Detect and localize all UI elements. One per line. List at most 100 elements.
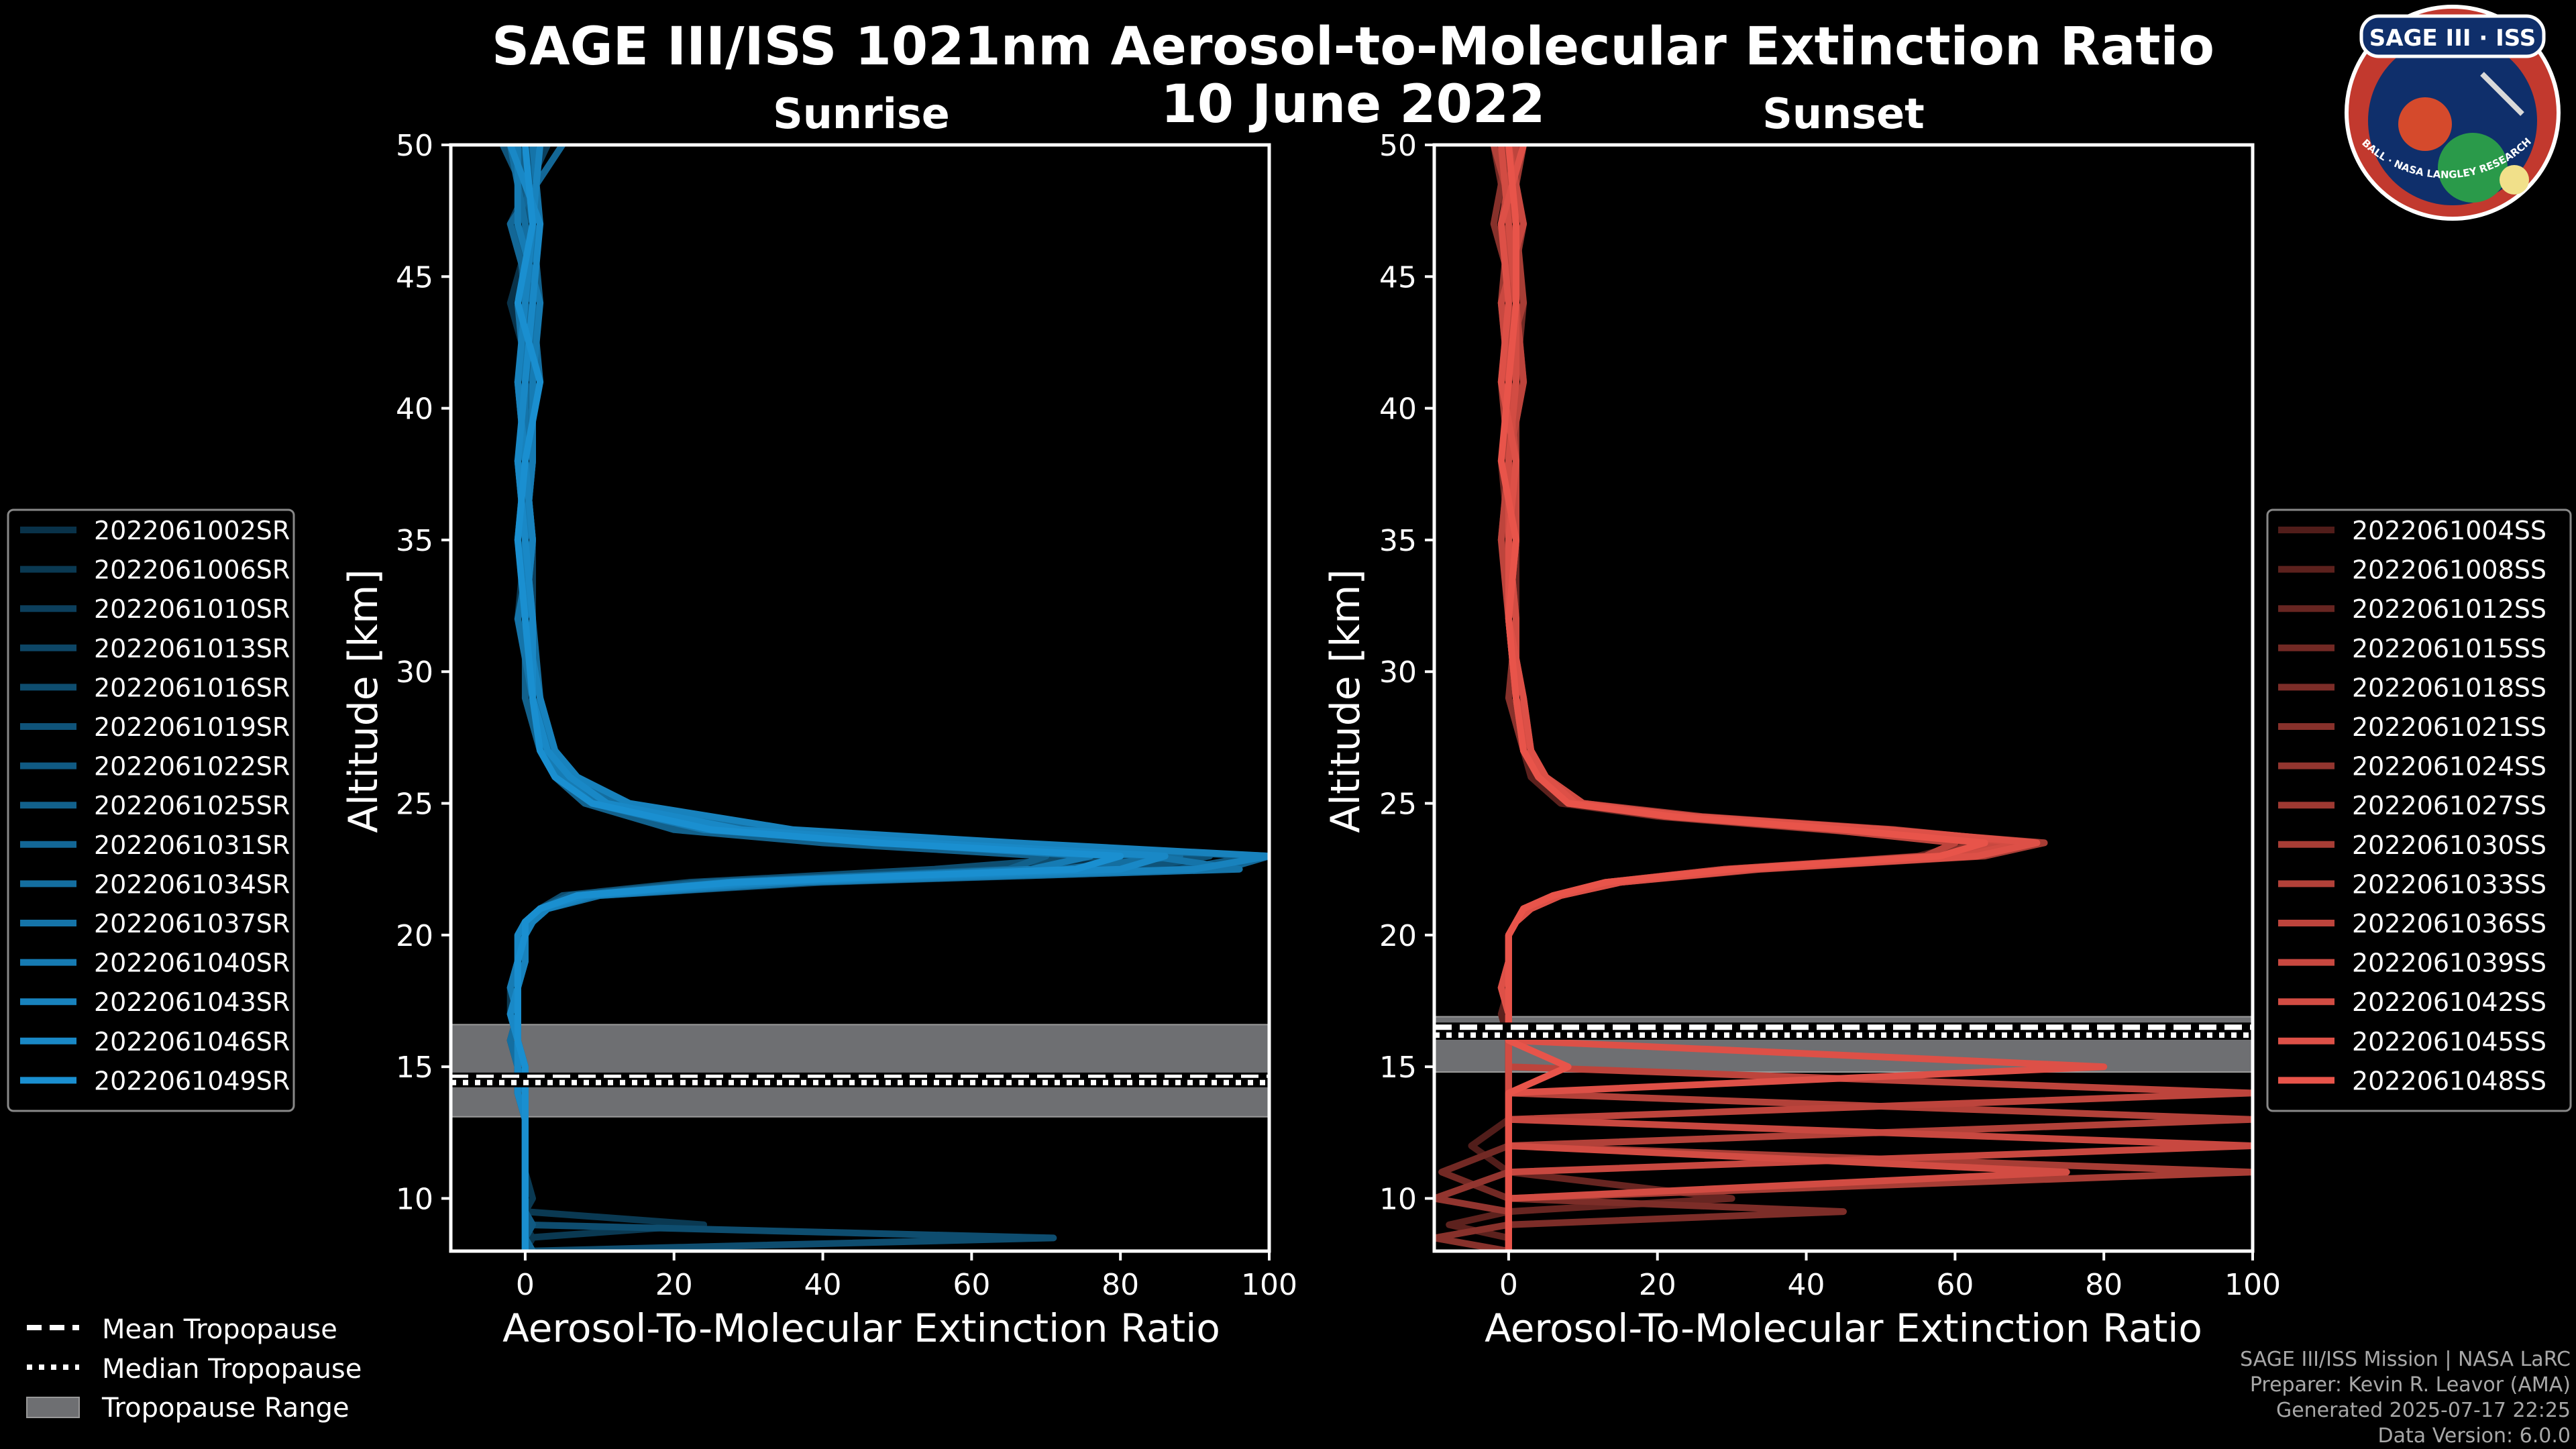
sunset-plot-area [1432, 143, 2255, 1253]
sunset-panel: Sunset Altitude [km] Aerosol-To-Molecula… [1322, 89, 2281, 1351]
sunset-legend-frame [2266, 508, 2572, 1112]
sunset-y-tick-label: 10 [1379, 1182, 1417, 1216]
legend-label-2022061004SS: 2022061004SS [2352, 516, 2546, 545]
legend-label-2022061027SS: 2022061027SS [2352, 791, 2546, 820]
logo-sun-icon [2500, 165, 2529, 195]
sunrise-x-tick-label: 60 [953, 1268, 990, 1302]
sunset-x-tick-label: 80 [2085, 1268, 2123, 1302]
logo-title: SAGE III · ISS [2369, 25, 2536, 52]
logo-banner [2359, 14, 2546, 58]
series-line-2022061048SS [1497, 145, 1988, 1251]
legend-label-2022061034SR: 2022061034SR [94, 869, 290, 899]
credit-generated: Generated 2025-07-17 22:25 [2276, 1399, 2571, 1422]
sunrise-x-tick-label: 0 [516, 1268, 535, 1302]
tropopause-range-label: Tropopause Range [101, 1393, 350, 1424]
legend-label-2022061025SR: 2022061025SR [94, 791, 290, 820]
sunrise-x-axis-label: Aerosol-To-Molecular Extinction Ratio [502, 1305, 1220, 1351]
sunrise-tropopause-range [450, 1024, 1270, 1118]
legend-label-2022061036SS: 2022061036SS [2352, 909, 2546, 938]
legend-label-2022061016SR: 2022061016SR [94, 673, 290, 702]
legend-label-2022061010SR: 2022061010SR [94, 594, 290, 624]
sunset-y-tick-label: 15 [1379, 1051, 1417, 1085]
sunset-legend: 2022061004SS 2022061008SS 2022061012SS 2022… [2266, 508, 2572, 1112]
legend-label-2022061049SR: 2022061049SR [94, 1066, 290, 1095]
tropopause-range-swatch [26, 1397, 80, 1418]
sunrise-y-tick-label: 10 [396, 1182, 433, 1216]
sunset-panel-title: Sunset [1762, 89, 1925, 138]
sunset-y-axis-label: Altitude [km] [1322, 569, 1369, 833]
sunrise-y-tick-label: 40 [396, 392, 433, 427]
sunrise-x-tick-label: 40 [804, 1268, 842, 1302]
sunset-y-tick-label: 20 [1379, 919, 1417, 953]
tropopause-legend: Mean Tropopause Median Tropopause Tropop… [26, 1314, 362, 1424]
sunset-x-axis-label: Aerosol-To-Molecular Extinction Ratio [1485, 1305, 2202, 1351]
sunset-x-tick-label: 0 [1499, 1268, 1518, 1302]
legend-label-2022061008SS: 2022061008SS [2352, 555, 2546, 585]
sunrise-y-tick-label: 30 [396, 655, 433, 690]
legend-label-2022061024SS: 2022061024SS [2352, 752, 2546, 782]
sunset-x-tick-label: 40 [1788, 1268, 1825, 1302]
sunrise-legend-frame [7, 508, 295, 1112]
series-line-2022061049SR [514, 145, 1124, 1251]
mean-tropopause-label: Mean Tropopause [102, 1314, 337, 1345]
sunrise-y-tick-label: 25 [396, 788, 433, 822]
legend-label-2022061043SR: 2022061043SR [94, 987, 290, 1017]
sunrise-x-tick-label: 80 [1102, 1268, 1139, 1302]
chart-title: SAGE III/ISS 1021nm Aerosol-to-Molecular… [492, 17, 2214, 77]
sunrise-y-axis-label: Altitude [km] [340, 569, 387, 833]
sunset-x-tick-label: 60 [1936, 1268, 1974, 1302]
credit-mission: SAGE III/ISS Mission | NASA LaRC [2240, 1348, 2571, 1371]
sunrise-y-tick-label: 45 [396, 260, 433, 294]
legend-label-2022061039SS: 2022061039SS [2352, 949, 2546, 978]
legend-label-2022061021SS: 2022061021SS [2352, 712, 2546, 742]
legend-label-2022061013SR: 2022061013SR [94, 634, 290, 663]
legend-label-2022061015SS: 2022061015SS [2352, 634, 2546, 663]
sunset-axis-ticks: 0 20 40 60 80 100 10 15 20 25 30 35 40 45 50 [1379, 129, 2281, 1302]
sunrise-axes-frame [449, 143, 1271, 1253]
credit-preparer: Preparer: Kevin R. Leavor (AMA) [2250, 1373, 2571, 1397]
sunset-y-tick-label: 50 [1379, 129, 1417, 163]
legend-label-2022061045SS: 2022061045SS [2352, 1027, 2546, 1057]
sunrise-x-tick-label: 100 [1241, 1268, 1297, 1302]
sunrise-y-tick-label: 35 [396, 524, 433, 558]
sunset-y-tick-label: 45 [1379, 260, 1417, 294]
legend-label-2022061031SR: 2022061031SR [94, 830, 290, 860]
sunset-y-tick-label: 25 [1379, 788, 1417, 822]
sunrise-panel-title: Sunrise [773, 89, 950, 138]
sunrise-legend: 2022061002SR 2022061006SR 2022061010SR 2022… [7, 508, 295, 1112]
legend-label-2022061002SR: 2022061002SR [94, 516, 290, 545]
sunrise-y-tick-label: 50 [396, 129, 433, 163]
credit-data-version: Data Version: 6.0.0 [2378, 1424, 2571, 1448]
legend-label-2022061019SR: 2022061019SR [94, 712, 290, 742]
legend-label-2022061012SS: 2022061012SS [2352, 594, 2546, 624]
sunset-y-tick-label: 40 [1379, 392, 1417, 427]
legend-label-2022061018SS: 2022061018SS [2352, 673, 2546, 702]
legend-label-2022061030SS: 2022061030SS [2352, 830, 2546, 860]
legend-label-2022061037SR: 2022061037SR [94, 909, 290, 938]
sunset-y-tick-label: 35 [1379, 524, 1417, 558]
sunrise-plot-area [449, 143, 1271, 1253]
median-tropopause-label: Median Tropopause [102, 1354, 362, 1385]
sunset-axes-frame [1432, 143, 2255, 1253]
logo-figure-icon [2398, 97, 2452, 151]
chart-subtitle: 10 June 2022 [1161, 74, 1546, 135]
sunrise-x-tick-label: 20 [655, 1268, 693, 1302]
sunrise-panel: Sunrise Altitude [km] Aerosol-To-Molecul… [340, 89, 1297, 1351]
logo-station-icon [2480, 72, 2524, 116]
legend-label-2022061006SR: 2022061006SR [94, 555, 290, 585]
legend-label-2022061040SR: 2022061040SR [94, 949, 290, 978]
credits: SAGE III/ISS Mission | NASA LaRC Prepare… [2240, 1348, 2571, 1448]
legend-label-2022061048SS: 2022061048SS [2352, 1066, 2546, 1095]
legend-label-2022061046SR: 2022061046SR [94, 1027, 290, 1057]
sunrise-axis-ticks: 0 20 40 60 80 100 10 15 20 25 30 35 40 45 50 [396, 129, 1297, 1302]
sunrise-y-tick-label: 20 [396, 919, 433, 953]
legend-label-2022061033SS: 2022061033SS [2352, 869, 2546, 899]
legend-label-2022061042SS: 2022061042SS [2352, 987, 2546, 1017]
sunrise-y-tick-label: 15 [396, 1051, 433, 1085]
sunset-x-tick-label: 20 [1639, 1268, 1676, 1302]
sunset-x-tick-label: 100 [2224, 1268, 2281, 1302]
legend-label-2022061022SR: 2022061022SR [94, 752, 290, 782]
sunset-y-tick-label: 30 [1379, 655, 1417, 690]
